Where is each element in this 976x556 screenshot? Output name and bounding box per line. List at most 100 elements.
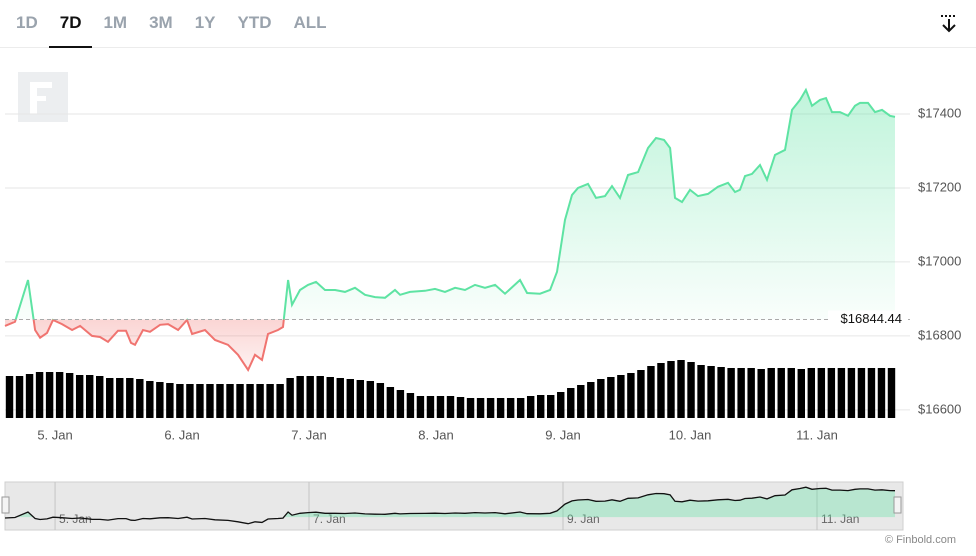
volume-bar: [166, 383, 174, 418]
volume-bar: [807, 368, 816, 418]
volume-bar: [386, 387, 395, 418]
volume-bar: [466, 398, 475, 418]
volume-bar: [597, 379, 605, 418]
volume-bar: [767, 368, 775, 418]
navigator-tick-label: 11. Jan: [821, 512, 859, 526]
credit: © Finbold.com: [885, 534, 956, 546]
price-area-up: [5, 89, 895, 320]
volume-bar: [436, 396, 445, 418]
volume-bar: [226, 384, 234, 418]
volume-bar: [647, 366, 655, 418]
volume-bar: [587, 382, 595, 418]
volume-bar: [356, 380, 365, 418]
volume-bar: [256, 384, 264, 418]
volume-bar: [657, 363, 665, 418]
volume-bar: [396, 390, 405, 418]
navigator-frame: [4, 481, 904, 531]
volume-bar: [45, 372, 54, 418]
volume-bar: [116, 378, 124, 418]
volume-bar: [577, 385, 585, 418]
volume-bar: [687, 362, 695, 418]
y-tick-label: $17200: [918, 179, 961, 194]
volume-bar: [817, 368, 826, 418]
volume-bar: [476, 398, 485, 418]
range-button[interactable]: 1M: [92, 0, 138, 48]
volume-bar: [196, 384, 204, 418]
volume-bar: [146, 381, 154, 418]
logo: [18, 72, 68, 122]
volume-bar: [697, 365, 705, 418]
volume-bar: [557, 392, 565, 418]
volume-bar: [106, 378, 114, 418]
volume-bar: [246, 384, 254, 418]
toolbar: 1D 7D 1M 3M 1Y YTD ALL: [0, 0, 976, 48]
range-button[interactable]: 3M: [138, 0, 184, 48]
volume-bar: [506, 398, 515, 418]
volume-bar: [747, 368, 755, 418]
volume-bar: [837, 368, 846, 418]
volume-bar: [406, 393, 415, 418]
volume-bar: [286, 378, 294, 418]
reference-label-bg: [828, 310, 906, 329]
volume-bar: [55, 372, 64, 418]
navigator-tick-label: 7. Jan: [313, 512, 346, 526]
y-tick-label: $16800: [918, 327, 961, 342]
y-tick-label: $17000: [918, 253, 961, 268]
volume-bar: [847, 368, 856, 418]
x-tick-label: 5. Jan: [37, 427, 72, 442]
range-selector: 1D 7D 1M 3M 1Y YTD ALL: [5, 0, 338, 48]
volume-bar: [336, 378, 344, 418]
volume-bar: [857, 368, 866, 418]
volume-bar: [717, 367, 725, 418]
volume-bar: [887, 368, 896, 418]
volume-bar: [757, 369, 765, 418]
volume-bar: [737, 368, 745, 418]
volume-bar: [65, 373, 74, 418]
volume-bar: [306, 376, 314, 418]
volume-bar: [296, 376, 304, 418]
reference-label: $16844.44: [841, 311, 902, 326]
x-tick-label: 11. Jan: [796, 427, 838, 442]
navigator-tick-label: 9. Jan: [567, 512, 600, 526]
volume-bar: [326, 377, 334, 418]
volume-bar: [787, 368, 795, 418]
volume-bar: [536, 395, 545, 418]
volume-bar: [877, 368, 886, 418]
range-button[interactable]: YTD: [227, 0, 283, 48]
y-tick-label: $17400: [918, 105, 961, 120]
volume-bar: [75, 375, 84, 418]
price-line-up: [14, 87, 896, 320]
navigator-handle[interactable]: [893, 496, 902, 514]
volume-bar: [96, 376, 104, 418]
range-button[interactable]: 1D: [5, 0, 49, 48]
range-button[interactable]: ALL: [283, 0, 338, 48]
volume-bar: [316, 376, 324, 418]
volume-bar: [607, 377, 615, 418]
x-tick-label: 8. Jan: [418, 427, 453, 442]
x-tick-label: 7. Jan: [291, 427, 326, 442]
volume-bar: [547, 395, 555, 418]
range-button[interactable]: 7D: [48, 0, 93, 48]
volume-bar: [136, 379, 144, 418]
price-area-down: [5, 319, 284, 370]
volume-bar: [266, 384, 274, 418]
volume-bar: [637, 370, 645, 418]
volume-bar: [667, 361, 675, 418]
volume-bar: [346, 379, 354, 418]
volume-bar: [727, 368, 735, 418]
volume-bar: [567, 388, 575, 418]
volume-bar: [777, 368, 785, 418]
range-button[interactable]: 1Y: [184, 0, 227, 48]
volume-bar: [176, 384, 184, 418]
volume-bar: [677, 360, 685, 418]
volume-bar: [366, 381, 375, 418]
volume-bar: [376, 383, 385, 418]
download-icon[interactable]: [941, 15, 957, 33]
volume-bar: [867, 368, 876, 418]
volume-bar: [186, 384, 194, 418]
volume-bar: [426, 396, 435, 418]
x-tick-label: 10. Jan: [669, 427, 712, 442]
navigator-handle[interactable]: [1, 496, 10, 514]
volume-bar: [627, 373, 635, 418]
